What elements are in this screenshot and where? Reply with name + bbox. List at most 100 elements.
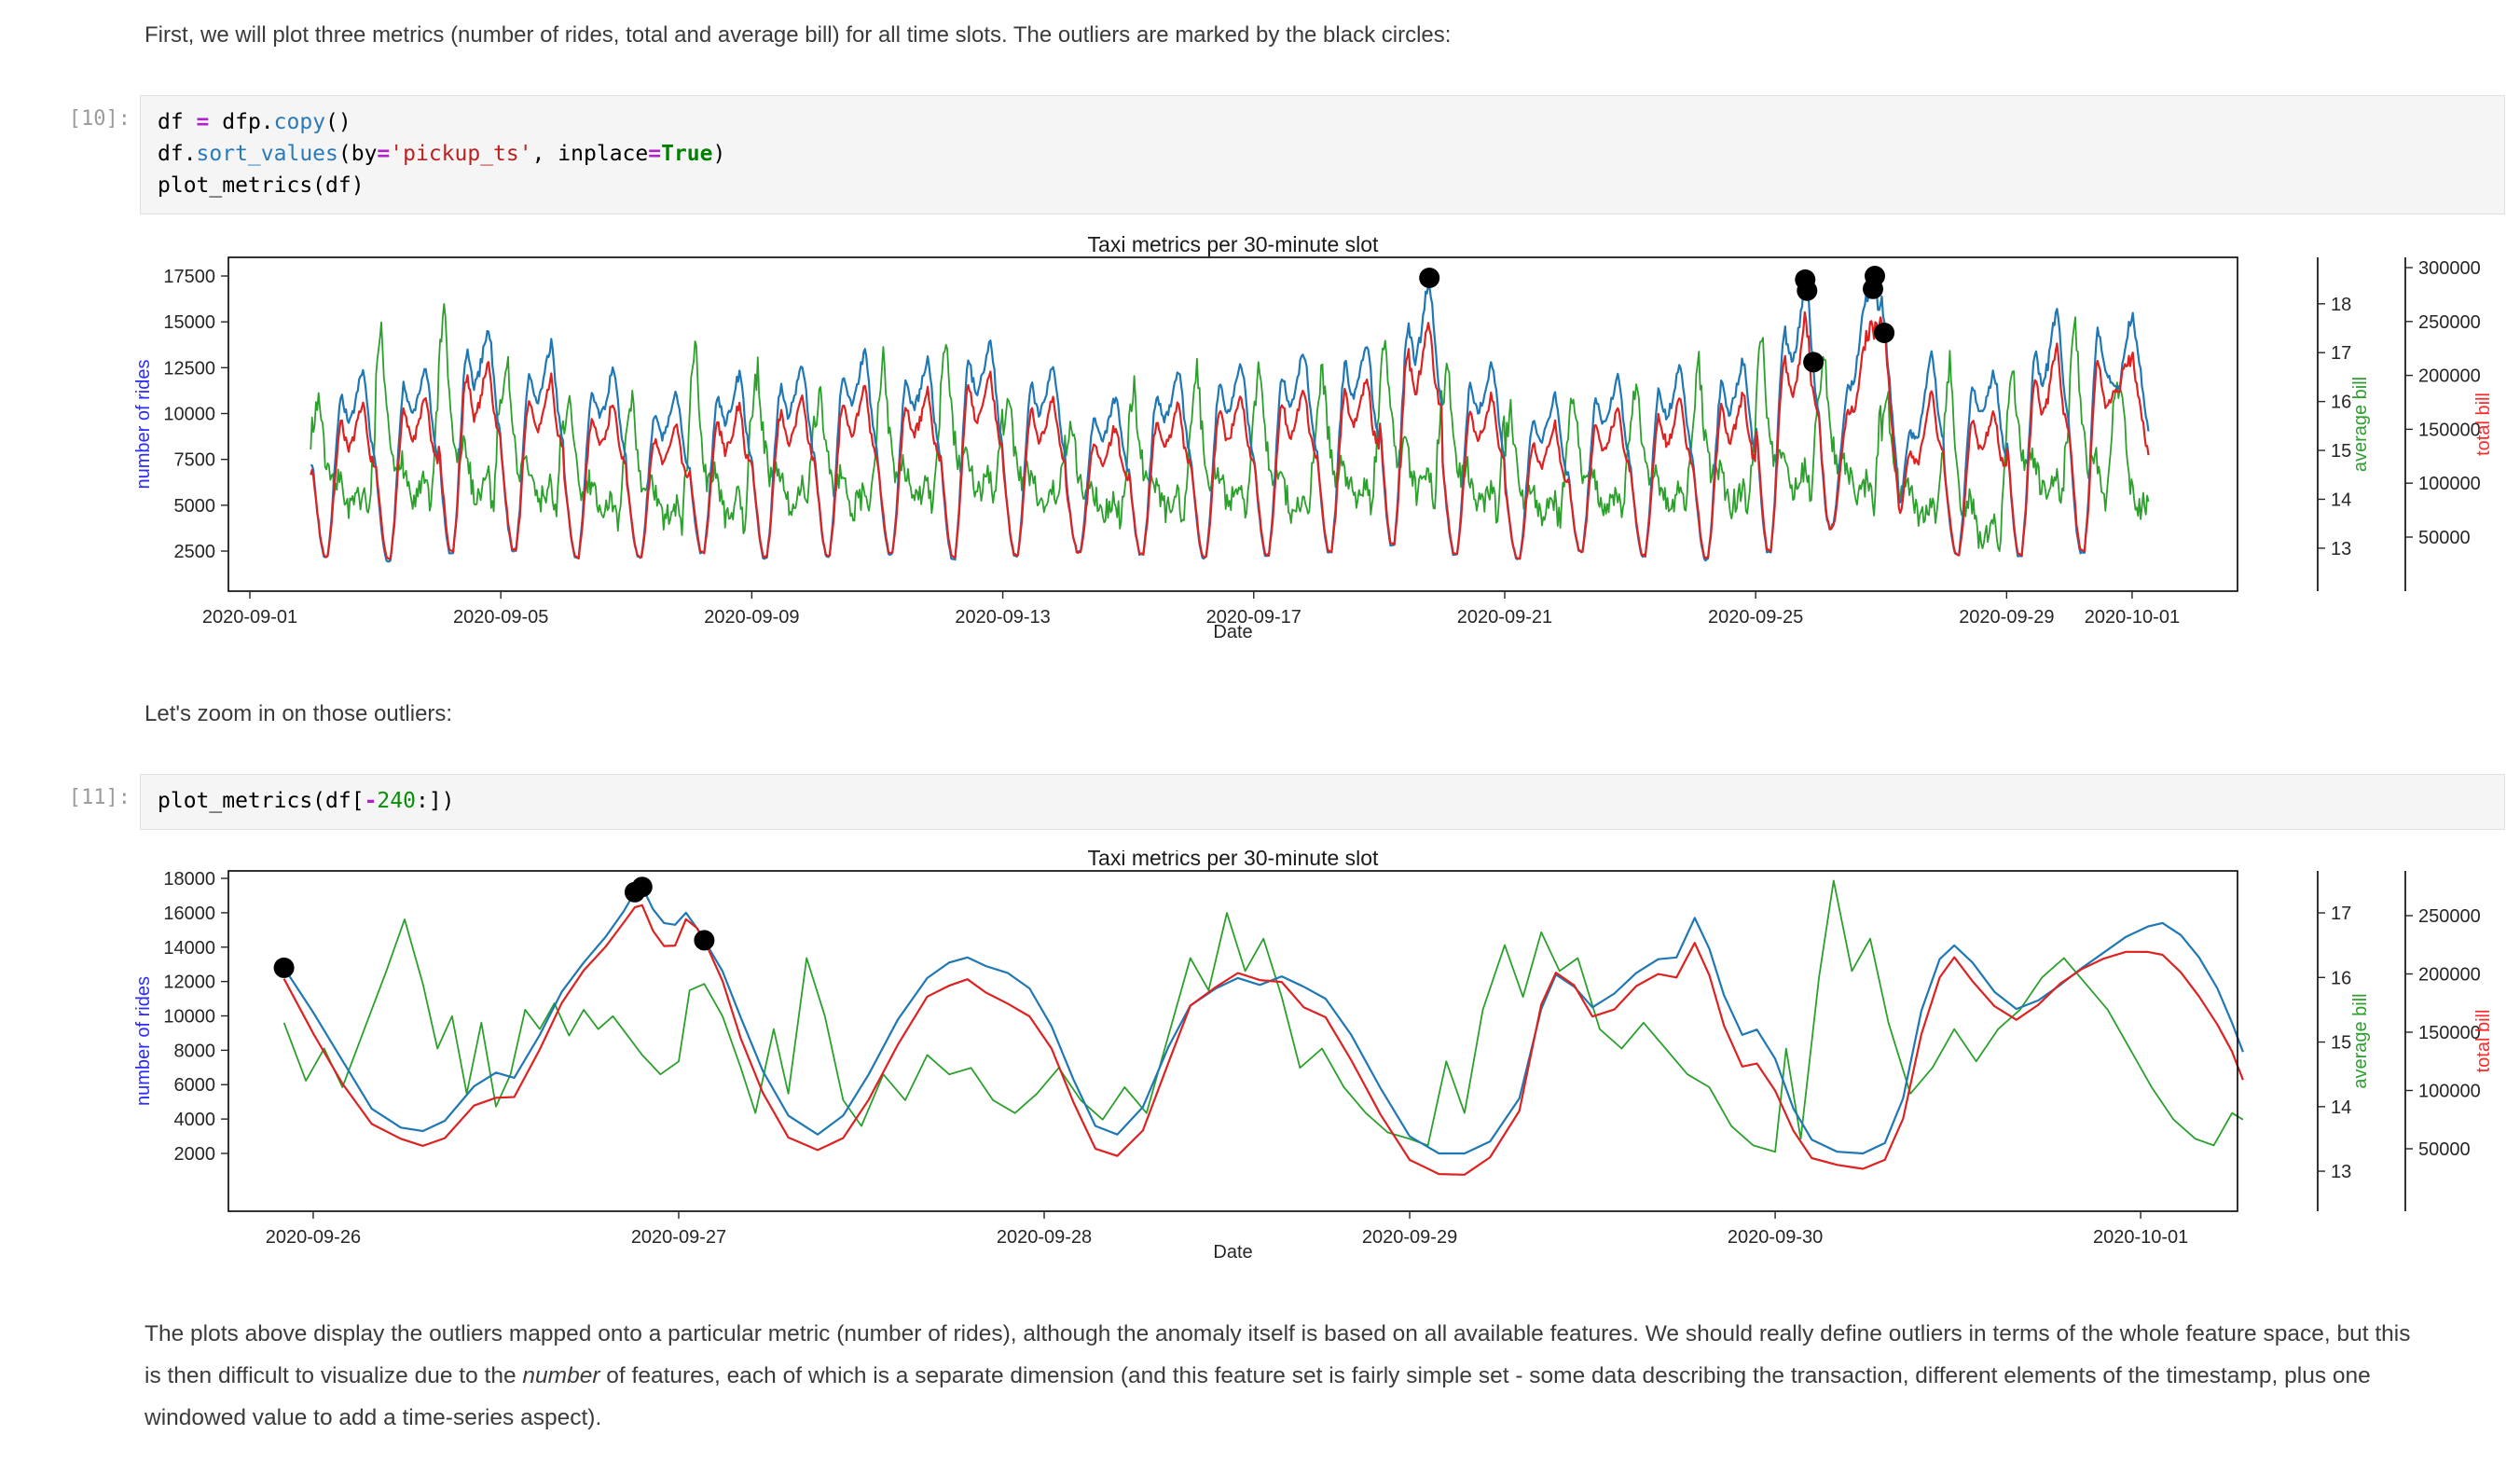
total-tick-label: 50000 bbox=[2418, 528, 2471, 548]
avg-tick-label: 16 bbox=[2331, 393, 2351, 413]
avg-axis-label: average bill bbox=[2350, 377, 2371, 472]
code-text-10: df = dfp.copy() df.sort_values(by='picku… bbox=[158, 106, 2487, 201]
avg-tick-label: 14 bbox=[2331, 490, 2351, 510]
code-token: = bbox=[196, 110, 210, 134]
total-tick-label: 150000 bbox=[2418, 1023, 2481, 1043]
avg-tick-label: 13 bbox=[2331, 539, 2351, 559]
outlier-dot bbox=[1865, 266, 1885, 286]
total-tick-label: 200000 bbox=[2418, 965, 2481, 986]
x-tick-label: 2020-09-25 bbox=[1708, 607, 1803, 628]
zoom-text: Let's zoom in on those outliers: bbox=[145, 701, 453, 726]
code-cell-11: [11]: plot_metrics(df[-240:]) bbox=[35, 774, 2511, 830]
total-tick-label: 100000 bbox=[2418, 1082, 2481, 1102]
rides-tick-label: 16000 bbox=[163, 904, 215, 924]
outro-text-before: The plots above display the outliers map… bbox=[145, 1321, 2411, 1388]
rides-tick-label: 15000 bbox=[163, 312, 215, 333]
x-tick-label: 2020-09-09 bbox=[704, 607, 799, 628]
code-token: df bbox=[158, 110, 197, 134]
code-token: plot_metrics(df[ bbox=[158, 789, 365, 813]
x-tick-label: 2020-09-05 bbox=[453, 607, 548, 628]
total-tick-label: 200000 bbox=[2418, 366, 2481, 387]
code-text-11: plot_metrics(df[-240:]) bbox=[158, 785, 2487, 817]
outlier-dot bbox=[273, 957, 295, 978]
intro-text: First, we will plot three metrics (numbe… bbox=[145, 22, 1452, 48]
average-bill-line bbox=[282, 879, 2244, 1153]
cell-prompt-11: [11]: bbox=[68, 786, 131, 809]
rides-tick-label: 4000 bbox=[174, 1110, 216, 1130]
x-tick-label: 2020-09-13 bbox=[955, 607, 1050, 628]
rides-line bbox=[310, 271, 2150, 563]
x-tick-label: 2020-09-28 bbox=[997, 1227, 1092, 1248]
x-axis-label: Date bbox=[1213, 622, 1252, 642]
x-tick-label: 2020-09-29 bbox=[1362, 1227, 1457, 1248]
code-token: , inplace bbox=[531, 142, 649, 166]
outro-text-em: number bbox=[522, 1363, 600, 1388]
x-axis-label: Date bbox=[1213, 1242, 1252, 1263]
avg-tick-label: 15 bbox=[2331, 1033, 2351, 1054]
total-tick-label: 50000 bbox=[2418, 1139, 2471, 1160]
code-token: - bbox=[364, 789, 378, 813]
rides-tick-label: 6000 bbox=[174, 1075, 216, 1096]
rides-tick-label: 2500 bbox=[174, 542, 216, 562]
average-bill-line bbox=[310, 303, 2150, 552]
code-token: 240 bbox=[377, 789, 416, 813]
avg-tick-label: 14 bbox=[2331, 1097, 2351, 1118]
markdown-cell-zoom: Let's zoom in on those outliers: bbox=[145, 701, 2427, 727]
x-tick-label: 2020-10-01 bbox=[2093, 1227, 2188, 1248]
x-tick-label: 2020-09-01 bbox=[202, 607, 297, 628]
avg-tick-label: 17 bbox=[2331, 904, 2351, 924]
outlier-dot bbox=[631, 876, 653, 898]
markdown-cell-intro: First, we will plot three metrics (numbe… bbox=[145, 22, 2427, 48]
taxi-metrics-chart-full: 2020-09-01 2020-09-05 2020-09-09 2020-09-13… bbox=[133, 232, 2494, 642]
taxi-metrics-chart-zoomed: 2020-09-26 2020-09-27 2020-09-28 2020-09-29… bbox=[133, 846, 2494, 1263]
code-token: sort_values bbox=[196, 142, 338, 166]
outlier-dot bbox=[1419, 268, 1440, 288]
avg-tick-label: 16 bbox=[2331, 968, 2351, 988]
total-tick-label: 100000 bbox=[2418, 474, 2481, 494]
rides-axis-label: number of rides bbox=[133, 976, 154, 1106]
code-cell-10: [10]: df = dfp.copy() df.sort_values(by=… bbox=[35, 95, 2511, 214]
rides-tick-label: 8000 bbox=[174, 1041, 216, 1061]
plot-frame bbox=[227, 870, 2238, 1212]
markdown-cell-outro: The plots above display the outliers map… bbox=[145, 1313, 2419, 1439]
plot-frame bbox=[227, 256, 2238, 592]
code-token: = bbox=[648, 142, 662, 166]
x-tick-label: 2020-09-30 bbox=[1728, 1227, 1823, 1248]
total-tick-label: 250000 bbox=[2418, 906, 2481, 927]
rides-tick-label: 12000 bbox=[163, 973, 215, 993]
rides-tick-label: 12500 bbox=[163, 358, 215, 379]
avg-tick-label: 18 bbox=[2331, 295, 2351, 315]
rides-axis-label: number of rides bbox=[133, 360, 154, 490]
code-token: = bbox=[377, 142, 391, 166]
rides-tick-label: 18000 bbox=[163, 869, 215, 890]
code-token: (by bbox=[337, 142, 378, 166]
rides-tick-label: 14000 bbox=[163, 938, 215, 959]
x-tick-label: 2020-10-01 bbox=[2085, 607, 2180, 628]
code-token: ) bbox=[712, 142, 726, 166]
figure-full-range: 2020-09-01 2020-09-05 2020-09-09 2020-09-13… bbox=[121, 232, 2520, 656]
avg-tick-label: 15 bbox=[2331, 441, 2351, 462]
code-token: True bbox=[661, 142, 713, 166]
rides-tick-label: 5000 bbox=[174, 496, 216, 517]
outlier-dot bbox=[694, 930, 715, 951]
code-token: df. bbox=[158, 142, 197, 166]
avg-tick-label: 17 bbox=[2331, 343, 2351, 364]
code-token: plot_metrics(df) bbox=[158, 173, 365, 198]
outlier-dot bbox=[1803, 352, 1825, 373]
total-axis-label: total bill bbox=[2473, 1010, 2494, 1073]
rides-tick-label: 10000 bbox=[163, 1006, 215, 1027]
total-tick-label: 150000 bbox=[2418, 420, 2481, 440]
code-editor-10[interactable]: df = dfp.copy() df.sort_values(by='picku… bbox=[140, 95, 2505, 214]
rides-tick-label: 17500 bbox=[163, 267, 215, 287]
code-editor-11[interactable]: plot_metrics(df[-240:]) bbox=[140, 774, 2505, 830]
cell-prompt-10: [10]: bbox=[68, 107, 131, 131]
outlier-dot bbox=[1797, 280, 1818, 301]
chart-title: Taxi metrics per 30-minute slot bbox=[1088, 235, 1379, 256]
outlier-dot bbox=[1874, 323, 1895, 343]
rides-tick-label: 10000 bbox=[163, 405, 215, 425]
total-bill-line bbox=[282, 904, 2244, 1176]
code-token: () bbox=[325, 110, 351, 134]
avg-axis-label: average bill bbox=[2350, 993, 2371, 1088]
total-axis-label: total bill bbox=[2473, 393, 2494, 456]
